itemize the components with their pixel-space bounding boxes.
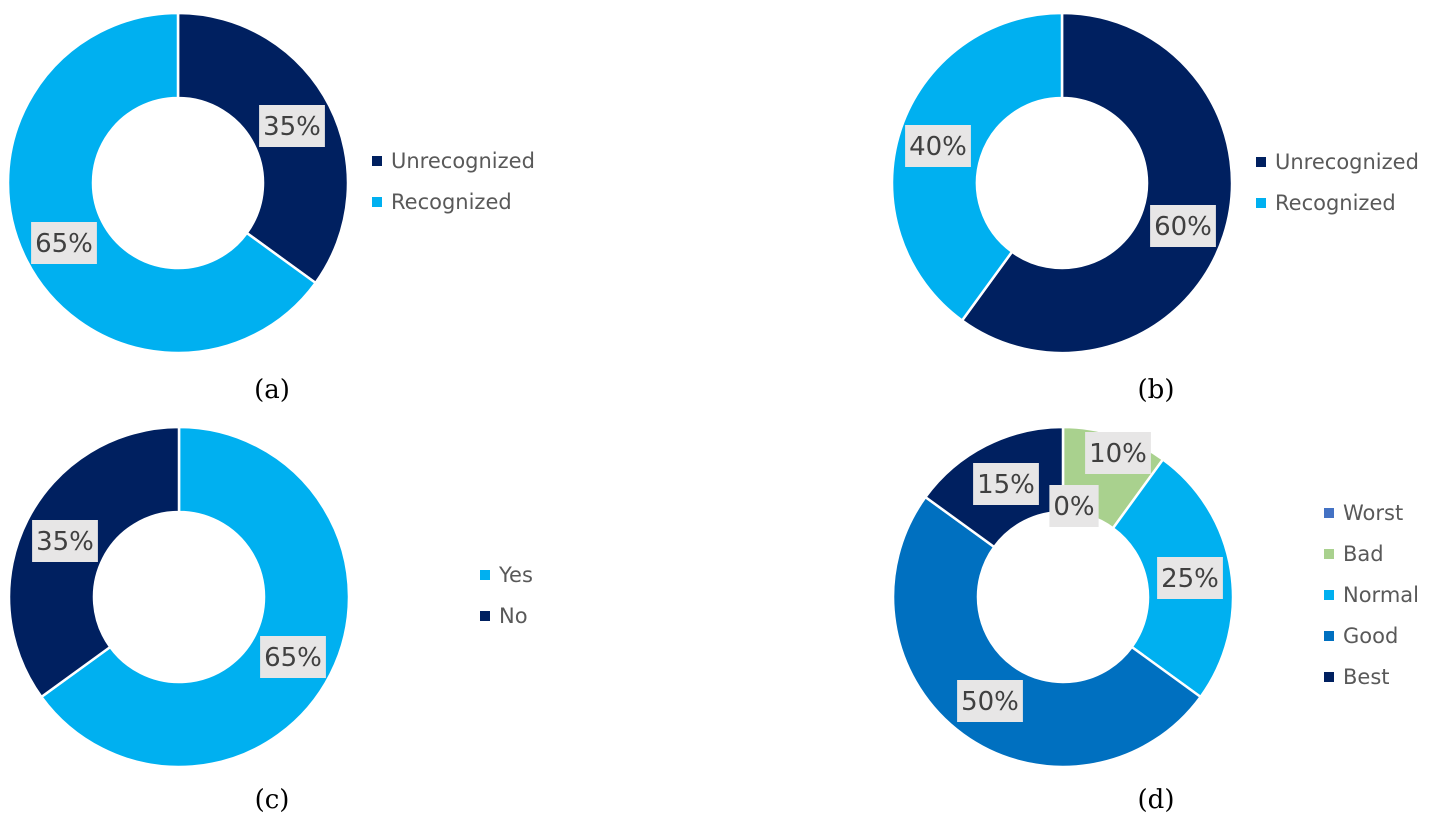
legend-swatch <box>480 570 490 580</box>
donut-chart-d: 0% 10% 25% 50% 15% Worst Bad Normal Good Best (d) <box>892 425 1419 815</box>
legend-item-recognized: Recognized <box>372 190 512 214</box>
legend-item-worst: Worst <box>1324 501 1403 525</box>
legend-swatch <box>372 156 382 166</box>
data-label-text: 65% <box>35 229 93 259</box>
legend-swatch <box>1324 672 1334 682</box>
legend-label: No <box>499 604 528 628</box>
legend-label: Recognized <box>391 190 512 214</box>
data-label-text: 0% <box>1053 492 1094 522</box>
data-label-normal: 25% <box>1157 557 1223 599</box>
legend-label: Best <box>1343 665 1390 689</box>
legend-label: Good <box>1343 624 1398 648</box>
legend-item-no: No <box>480 604 528 628</box>
legend-swatch <box>1324 508 1334 518</box>
legend-item-unrecognized: Unrecognized <box>1256 150 1419 174</box>
data-label-box <box>31 222 97 264</box>
legend-label: Worst <box>1343 501 1403 525</box>
legend-label: Recognized <box>1275 191 1396 215</box>
data-label-box <box>1085 432 1151 474</box>
panel-caption: (c) <box>255 785 290 815</box>
legend-label: Bad <box>1343 542 1384 566</box>
data-label-text: 10% <box>1089 439 1147 469</box>
data-label-box <box>973 463 1039 505</box>
legend-swatch <box>480 611 490 621</box>
data-label-yes: 65% <box>260 636 326 678</box>
data-label-text: 35% <box>36 527 94 557</box>
legend-item-normal: Normal <box>1324 583 1419 607</box>
data-label-no: 35% <box>32 520 98 562</box>
data-label-text: 65% <box>264 643 322 673</box>
data-label-box <box>32 520 98 562</box>
data-label-text: 50% <box>961 687 1019 717</box>
data-label-box <box>905 125 971 167</box>
data-label-text: 35% <box>263 112 321 142</box>
legend-label: Unrecognized <box>1275 150 1419 174</box>
data-label-text: 60% <box>1154 212 1212 242</box>
data-label-recognized: 40% <box>905 125 971 167</box>
slice-recognized <box>6 11 318 355</box>
legend-swatch <box>372 197 382 207</box>
legend-swatch <box>1256 198 1266 208</box>
legend-item-bad: Bad <box>1324 542 1384 566</box>
legend-swatch <box>1324 631 1334 641</box>
legend-item-unrecognized: Unrecognized <box>372 149 535 173</box>
data-label-box <box>259 105 325 147</box>
legend-label: Yes <box>498 563 533 587</box>
data-label-box <box>1049 485 1099 527</box>
legend-item-recognized: Recognized <box>1256 191 1396 215</box>
donut-chart-b: 60% 40% Unrecognized Recognized (b) <box>890 11 1419 405</box>
legend-swatch <box>1324 549 1334 559</box>
panel-caption: (b) <box>1138 375 1175 405</box>
data-label-text: 25% <box>1161 564 1219 594</box>
legend-swatch <box>1256 157 1266 167</box>
data-label-recognized: 65% <box>31 222 97 264</box>
legend-item-best: Best <box>1324 665 1390 689</box>
data-label-best: 15% <box>973 463 1039 505</box>
legend: Yes No <box>480 563 533 628</box>
data-label-box <box>1150 205 1216 247</box>
data-label-bad: 10% <box>1085 432 1151 474</box>
data-label-unrecognized: 35% <box>259 105 325 147</box>
slice-recognized <box>890 11 1064 323</box>
legend: Unrecognized Recognized <box>372 149 535 214</box>
data-label-text: 15% <box>977 470 1035 500</box>
slice-unrecognized <box>176 11 350 285</box>
panel-caption: (d) <box>1138 785 1175 815</box>
donut-chart-a: 35% 65% Unrecognized Recognized (a) <box>6 11 535 405</box>
data-label-box <box>1157 557 1223 599</box>
legend-item-good: Good <box>1324 624 1398 648</box>
legend-item-yes: Yes <box>480 563 533 587</box>
data-label-text: 40% <box>909 132 967 162</box>
legend-label: Normal <box>1343 583 1419 607</box>
legend-swatch <box>1324 590 1334 600</box>
panel-caption: (a) <box>254 375 290 405</box>
data-label-box <box>260 636 326 678</box>
legend: Unrecognized Recognized <box>1256 150 1419 215</box>
slice-yes <box>39 425 351 769</box>
data-label-worst: 0% <box>1049 485 1099 527</box>
data-label-good: 50% <box>957 680 1023 722</box>
legend-label: Unrecognized <box>391 149 535 173</box>
legend: Worst Bad Normal Good Best <box>1324 501 1419 689</box>
data-label-box <box>957 680 1023 722</box>
donut-chart-c: 65% 35% Yes No (c) <box>7 425 533 815</box>
data-label-unrecognized: 60% <box>1150 205 1216 247</box>
slice-unrecognized <box>960 11 1234 355</box>
